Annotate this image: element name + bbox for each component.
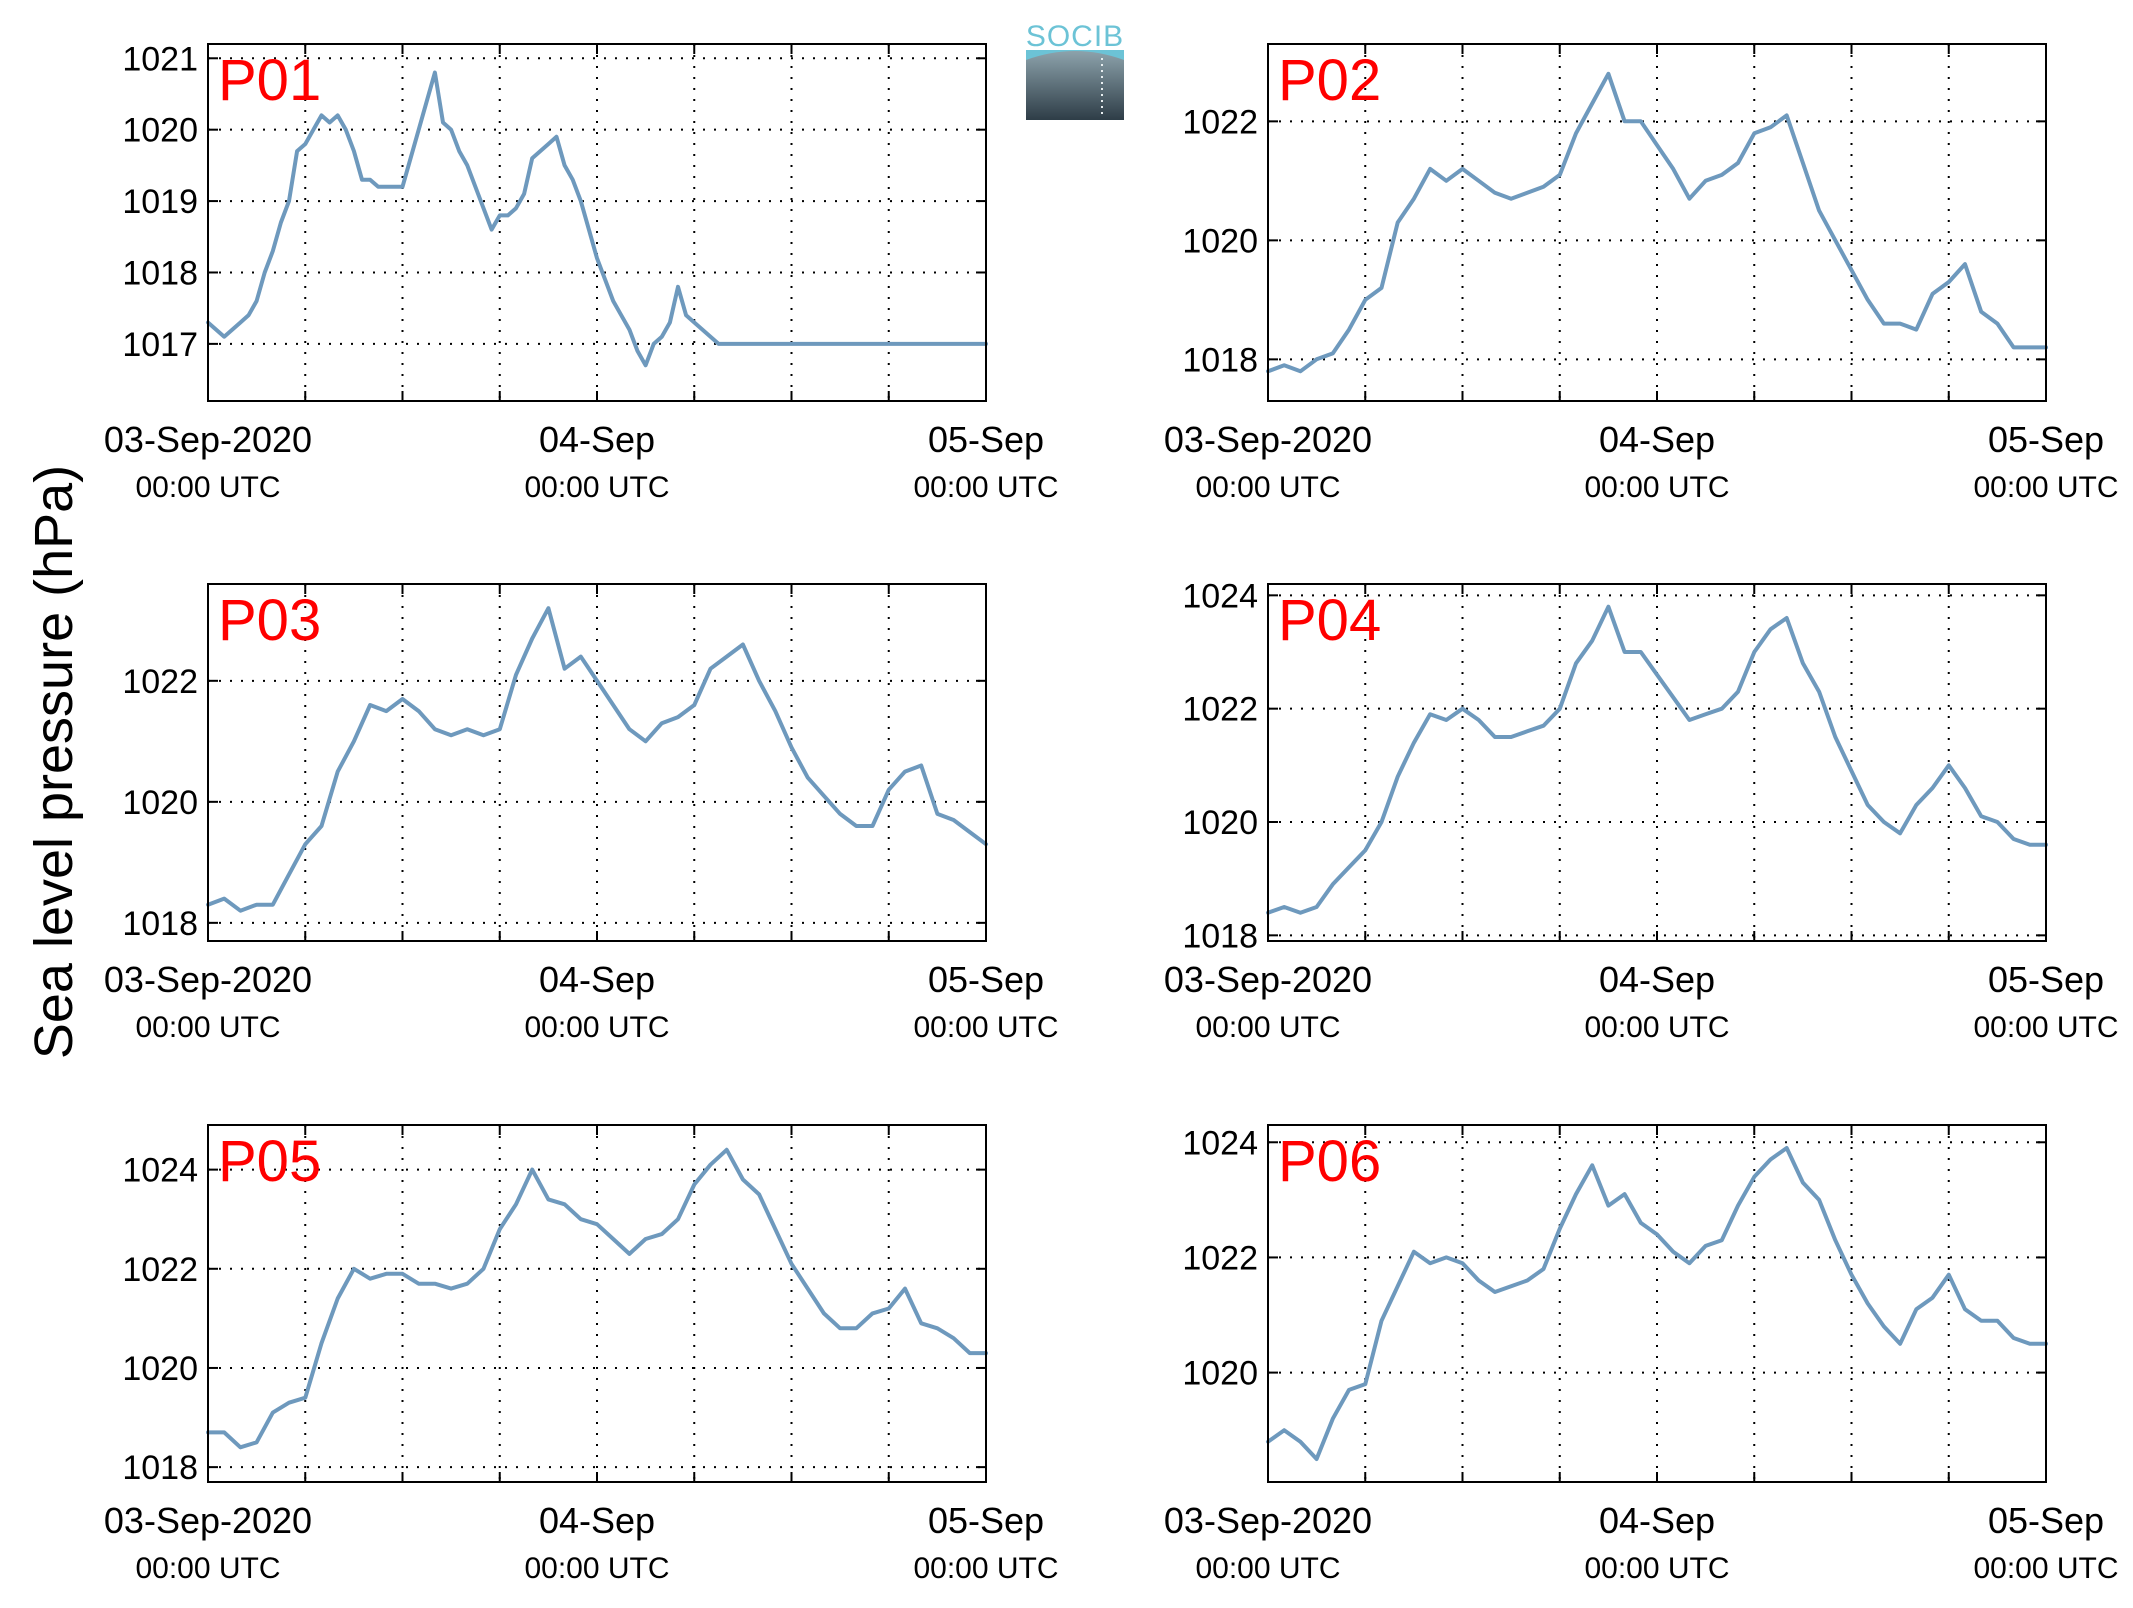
y-tick-label: 1018 — [122, 905, 198, 943]
x-tick-time-label: 00:00 UTC — [1195, 1552, 1340, 1585]
panel-label-p01: P01 — [218, 48, 321, 113]
x-tick-time-label: 00:00 UTC — [1973, 1552, 2118, 1585]
x-tick-time-label: 00:00 UTC — [135, 471, 280, 504]
x-tick-date-label: 03-Sep-2020 — [104, 959, 312, 1000]
x-tick-date-label: 04-Sep — [1599, 419, 1715, 460]
axes-frame — [1267, 583, 2047, 942]
axes-frame — [207, 583, 987, 942]
panel-label-p04: P04 — [1278, 588, 1381, 653]
axes-frame — [1267, 1124, 2047, 1483]
x-tick-time-label: 00:00 UTC — [1973, 1011, 2118, 1044]
series-line-p06 — [1266, 1146, 2048, 1461]
x-tick-date-label: 03-Sep-2020 — [1164, 959, 1372, 1000]
x-tick-date-label: 04-Sep — [1599, 959, 1715, 1000]
y-tick-label: 1024 — [1182, 577, 1258, 615]
x-tick-time-label: 00:00 UTC — [1584, 1552, 1729, 1585]
panel-label-p02: P02 — [1278, 48, 1381, 113]
chart-panel-p06: 1020 1022 1024 03-Sep-2020 00:00 UTC 04-Sep 00… — [1164, 1124, 2119, 1585]
x-tick-time-label: 00:00 UTC — [913, 1011, 1058, 1044]
y-tick-label: 1020 — [1182, 1355, 1258, 1393]
y-axis-label: Sea level pressure (hPa) — [24, 465, 84, 1059]
x-tick-time-label: 00:00 UTC — [1584, 471, 1729, 504]
y-tick-label: 1022 — [1182, 103, 1258, 141]
chart-panel-p02: 1018 1020 1022 03-Sep-2020 00:00 UTC 04-Sep 00… — [1164, 43, 2119, 504]
x-tick-time-label: 00:00 UTC — [524, 1011, 669, 1044]
series-line-p05 — [206, 1147, 988, 1450]
socib-logo: SOCIB — [1026, 20, 1124, 120]
x-tick-date-label: 04-Sep — [539, 1500, 655, 1541]
y-tick-label: 1018 — [1182, 341, 1258, 379]
y-tick-label: 1020 — [122, 1350, 198, 1388]
x-tick-date-label: 05-Sep — [1988, 1500, 2104, 1541]
y-tick-label: 1018 — [122, 254, 198, 292]
x-tick-time-label: 00:00 UTC — [1973, 471, 2118, 504]
x-tick-date-label: 04-Sep — [539, 419, 655, 460]
x-tick-date-label: 05-Sep — [928, 419, 1044, 460]
y-tick-label: 1018 — [1182, 917, 1258, 955]
series-line-p03 — [206, 606, 988, 913]
socib-logo-box — [1026, 50, 1124, 120]
panel-label-p06: P06 — [1278, 1129, 1381, 1194]
series-line-p04 — [1266, 604, 2048, 915]
panel-label-p03: P03 — [218, 588, 321, 653]
y-tick-label: 1022 — [1182, 691, 1258, 729]
y-tick-label: 1022 — [122, 663, 198, 701]
x-tick-time-label: 00:00 UTC — [1584, 1011, 1729, 1044]
y-tick-label: 1020 — [122, 112, 198, 150]
axes-frame — [207, 1124, 987, 1483]
series-line-p01 — [206, 70, 988, 368]
x-tick-time-label: 00:00 UTC — [135, 1011, 280, 1044]
x-tick-date-label: 05-Sep — [1988, 959, 2104, 1000]
chart-panel-p01: 1017 1018 1019 1020 1021 03-Sep-2020 00:00 UTC… — [104, 40, 1059, 504]
x-tick-date-label: 05-Sep — [1988, 419, 2104, 460]
x-tick-time-label: 00:00 UTC — [135, 1552, 280, 1585]
chart-panel-p04: 1018 1020 1022 1024 03-Sep-2020 00:00 UTC 04-S… — [1164, 577, 2119, 1044]
socib-logo-text: SOCIB — [1026, 20, 1124, 53]
x-tick-time-label: 00:00 UTC — [1195, 471, 1340, 504]
x-tick-date-label: 04-Sep — [1599, 1500, 1715, 1541]
x-tick-time-label: 00:00 UTC — [524, 471, 669, 504]
y-tick-label: 1020 — [122, 784, 198, 822]
y-tick-label: 1019 — [122, 183, 198, 221]
x-tick-time-label: 00:00 UTC — [913, 471, 1058, 504]
x-tick-date-label: 03-Sep-2020 — [1164, 1500, 1372, 1541]
x-tick-date-label: 05-Sep — [928, 959, 1044, 1000]
socib-logo-wave — [1026, 50, 1124, 60]
x-tick-date-label: 03-Sep-2020 — [1164, 419, 1372, 460]
chart-panel-p05: 1018 1020 1022 1024 03-Sep-2020 00:00 UTC 04-S… — [104, 1124, 1059, 1585]
x-tick-date-label: 05-Sep — [928, 1500, 1044, 1541]
x-tick-time-label: 00:00 UTC — [524, 1552, 669, 1585]
y-tick-label: 1018 — [122, 1449, 198, 1487]
y-tick-label: 1024 — [122, 1152, 198, 1190]
y-tick-label: 1017 — [122, 326, 198, 364]
x-tick-date-label: 03-Sep-2020 — [104, 1500, 312, 1541]
y-tick-label: 1024 — [1182, 1124, 1258, 1162]
x-tick-date-label: 03-Sep-2020 — [104, 419, 312, 460]
axes-frame — [1267, 43, 2047, 402]
panel-label-p05: P05 — [218, 1129, 321, 1194]
y-tick-label: 1022 — [1182, 1239, 1258, 1277]
chart-panel-p03: 1018 1020 1022 03-Sep-2020 00:00 UTC 04-Sep 00… — [104, 583, 1059, 1044]
series-line-p02 — [1266, 71, 2048, 374]
y-tick-label: 1020 — [1182, 804, 1258, 842]
y-tick-label: 1020 — [1182, 222, 1258, 260]
axes-frame — [207, 43, 987, 402]
x-tick-time-label: 00:00 UTC — [913, 1552, 1058, 1585]
y-tick-label: 1021 — [122, 40, 198, 78]
y-tick-label: 1022 — [122, 1251, 198, 1289]
panels: 1017 1018 1019 1020 1021 03-Sep-2020 00:00 UTC… — [104, 40, 2119, 1585]
x-tick-time-label: 00:00 UTC — [1195, 1011, 1340, 1044]
x-tick-date-label: 04-Sep — [539, 959, 655, 1000]
